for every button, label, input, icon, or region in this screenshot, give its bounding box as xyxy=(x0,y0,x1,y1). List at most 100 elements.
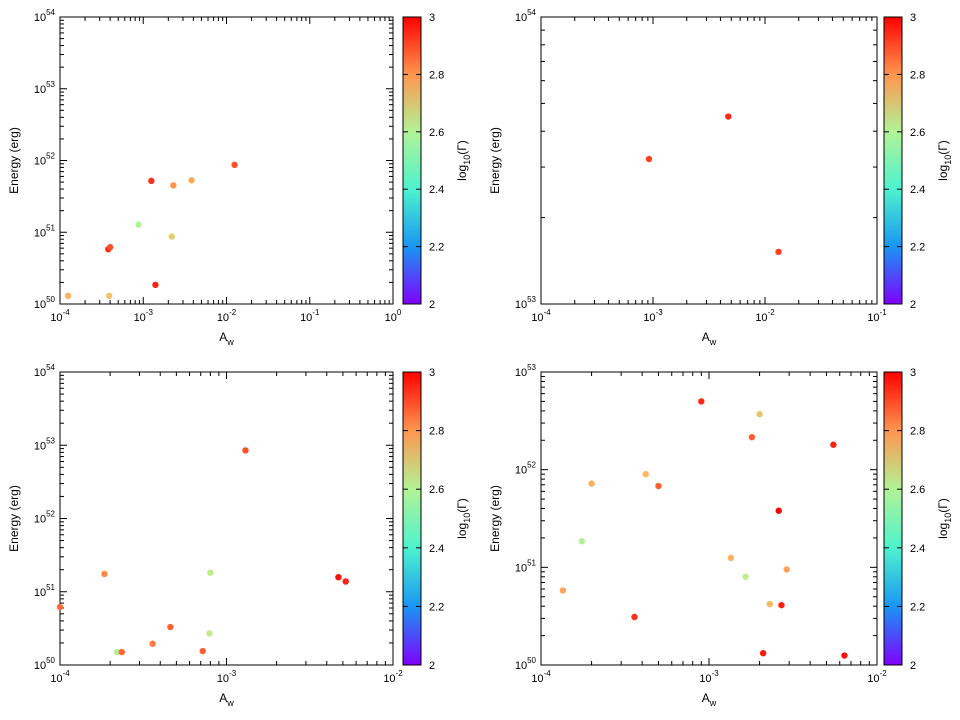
colorbar-tick-label: 2.6 xyxy=(429,484,444,496)
data-point xyxy=(101,570,108,578)
tick-label-base: 10 xyxy=(217,312,229,324)
tick-label-exponent: -1 xyxy=(312,308,320,317)
label-subscript: 10 xyxy=(462,155,472,165)
tick-label-exponent: -3 xyxy=(656,308,664,317)
colorbar xyxy=(402,371,422,666)
colorbar-tick-label: 2.4 xyxy=(429,184,444,196)
data-point xyxy=(56,603,64,611)
colorbar-tick-label: 2.8 xyxy=(429,426,444,438)
data-point xyxy=(830,441,837,448)
tick-label-exponent: -1 xyxy=(880,308,888,317)
tick-label-exponent: -2 xyxy=(880,669,888,678)
y-tick-label: 1053 xyxy=(515,295,537,311)
data-point xyxy=(775,507,782,514)
tick-label-base: 10 xyxy=(217,673,229,685)
data-point xyxy=(168,233,175,240)
y-tick-label: 1054 xyxy=(34,8,56,24)
y-tick-label: 1054 xyxy=(34,363,56,379)
data-point xyxy=(206,630,213,637)
colorbar-tick-label: 2.2 xyxy=(910,242,925,254)
colorbar-tick-label: 2.4 xyxy=(910,184,925,196)
colorbar-tick-label: 2.8 xyxy=(910,426,925,438)
label-rest: (Γ) xyxy=(936,498,950,513)
tick-label-base: 10 xyxy=(867,312,879,324)
tick-label-exponent: -3 xyxy=(229,669,237,678)
tick-label-exponent: 52 xyxy=(46,510,55,519)
label-subscript: 10 xyxy=(462,513,472,523)
tick-label-base: 10 xyxy=(34,367,46,379)
x-axis-label: Aw xyxy=(219,691,234,708)
y-tick-label: 1053 xyxy=(515,363,537,379)
y-tick-label: 1052 xyxy=(515,461,537,477)
tick-label-base: 10 xyxy=(755,312,767,324)
label-main: A xyxy=(219,330,227,344)
colorbar xyxy=(883,16,903,305)
data-point xyxy=(188,177,195,184)
y-tick-label: 1054 xyxy=(515,8,537,24)
label-rest: (Γ) xyxy=(936,140,950,155)
tick-label-exponent: -2 xyxy=(396,669,404,678)
x-tick-label: 10-2 xyxy=(755,308,775,324)
tick-label-exponent: 52 xyxy=(527,461,536,470)
data-point xyxy=(152,281,159,289)
tick-label-exponent: 53 xyxy=(527,363,536,372)
data-point xyxy=(242,447,249,454)
data-point xyxy=(199,647,206,655)
data-point xyxy=(783,566,790,573)
label-subscript: 10 xyxy=(943,155,953,165)
data-point xyxy=(559,587,567,594)
colorbar-tick-label: 2.2 xyxy=(429,242,444,254)
data-point xyxy=(335,573,342,581)
tick-label-base: 10 xyxy=(531,312,543,324)
x-axis-label: Aw xyxy=(702,330,717,347)
label-subscript: w xyxy=(709,337,717,347)
colorbar-tick-label: 2.8 xyxy=(429,69,444,81)
data-point xyxy=(759,650,767,657)
colorbar xyxy=(402,16,422,305)
y-tick-label: 1052 xyxy=(34,510,56,526)
tick-label-exponent: -3 xyxy=(146,308,154,317)
data-point xyxy=(167,623,174,631)
tick-label-exponent: 54 xyxy=(527,8,536,17)
tick-label-exponent: -2 xyxy=(229,308,237,317)
tick-label-base: 10 xyxy=(515,465,527,477)
colorbar-tick-label: 2.8 xyxy=(910,69,925,81)
tick-label-exponent: 0 xyxy=(397,308,402,317)
colorbar-tick-label: 2.4 xyxy=(910,543,925,555)
x-tick-label: 10-3 xyxy=(643,308,663,324)
tick-label-exponent: 53 xyxy=(46,436,55,445)
data-point xyxy=(231,161,238,169)
x-tick-label: 10-4 xyxy=(50,669,70,685)
x-tick-label: 10-3 xyxy=(699,669,719,685)
y-axis-label: Energy (erg) xyxy=(7,485,21,552)
data-point xyxy=(766,600,773,608)
plot-frame xyxy=(540,371,878,666)
colorbar-tick-label: 2 xyxy=(429,660,435,672)
colorbar-label: log10(Γ) xyxy=(936,140,953,181)
x-axis-label: Aw xyxy=(219,330,234,347)
tick-label-base: 10 xyxy=(531,673,543,685)
tick-label-exponent: 53 xyxy=(527,295,536,304)
tick-label-base: 10 xyxy=(515,367,527,379)
tick-label-base: 10 xyxy=(34,514,46,526)
colorbar-tick-label: 2 xyxy=(910,299,916,311)
label-main: A xyxy=(702,691,710,705)
label-main: log xyxy=(936,165,950,181)
label-subscript: w xyxy=(709,698,717,708)
data-point xyxy=(113,648,121,656)
y-tick-label: 1051 xyxy=(34,223,56,239)
label-main: log xyxy=(455,165,469,181)
data-point xyxy=(748,433,756,441)
tick-label-base: 10 xyxy=(300,312,312,324)
label-main: A xyxy=(219,691,227,705)
colorbar-tick-label: 2.2 xyxy=(910,601,925,613)
colorbar-label: log10(Γ) xyxy=(455,498,472,539)
colorbar-tick-label: 3 xyxy=(429,12,435,24)
tick-label-base: 10 xyxy=(50,312,62,324)
colorbar-tick-label: 3 xyxy=(429,367,435,379)
data-point xyxy=(655,482,662,490)
y-axis-label: Energy (erg) xyxy=(7,127,21,194)
y-tick-label: 1050 xyxy=(34,295,56,311)
